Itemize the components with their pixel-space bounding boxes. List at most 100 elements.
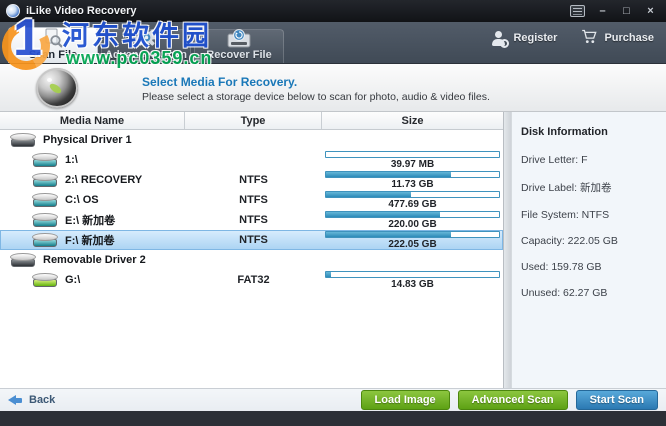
tab-scan-file[interactable]: Scan File: [8, 27, 98, 63]
usage-bar-fill: [326, 271, 332, 277]
tab-recover-file-label: Recover File: [206, 49, 272, 61]
drive-group-row[interactable]: Physical Driver 1: [0, 130, 503, 150]
media-name-cell: 1:\: [0, 153, 185, 167]
media-name-cell: E:\ 新加卷: [0, 212, 185, 228]
window-title: iLike Video Recovery: [26, 5, 137, 17]
size-cell: 39.97 MB: [322, 150, 503, 170]
banner-title: Select Media For Recovery.: [142, 75, 298, 89]
register-button[interactable]: Register: [492, 30, 557, 48]
type-cell: NTFS: [239, 214, 268, 226]
media-table-body: Physical Driver 1 1:\ 39.97 MB 2:\ RECOVERY…: [0, 130, 503, 290]
disk-information-title: Disk Information: [521, 126, 608, 138]
disk-info-item: Capacity: 222.05 GB: [521, 235, 618, 247]
usage-bar: [325, 170, 500, 178]
disk-icon: [32, 273, 58, 287]
person-icon: [492, 30, 510, 48]
size-cell: 11.73 GB: [322, 170, 503, 190]
load-image-button[interactable]: Load Image: [360, 390, 450, 410]
type-cell: NTFS: [239, 174, 268, 186]
disk-info-item: File System: NTFS: [521, 209, 610, 221]
volume-row[interactable]: G:\ FAT32 14.83 GB: [0, 270, 503, 290]
advanced-scan-button[interactable]: Advanced Scan: [457, 390, 568, 410]
close-button[interactable]: ×: [647, 5, 654, 17]
purchase-button[interactable]: Purchase: [581, 29, 654, 47]
media-table-header: Media Name Type Size: [0, 112, 503, 130]
disk-icon: [32, 213, 58, 227]
camera-lens-icon: [36, 68, 78, 108]
disk-icon: [10, 253, 36, 267]
minimize-button[interactable]: –: [599, 5, 606, 17]
usage-bar-fill: [326, 171, 451, 177]
size-label: 222.05 GB: [388, 238, 437, 250]
footer-bar: Back Load Image Advanced Scan Start Scan: [0, 388, 666, 411]
media-name-label: G:\: [65, 274, 81, 286]
footer-buttons: Load Image Advanced Scan Start Scan: [360, 390, 658, 410]
tab-advanced-scan[interactable]: Advanced Scan: [101, 27, 191, 63]
volume-row[interactable]: 1:\ 39.97 MB: [0, 150, 503, 170]
drive-group-row[interactable]: Removable Driver 2: [0, 250, 503, 270]
disk-icon: [32, 233, 58, 247]
toolbar: Scan File: [0, 22, 666, 64]
tab-scan-file-label: Scan File: [28, 49, 78, 61]
maximize-button[interactable]: □: [623, 5, 630, 17]
volume-row[interactable]: E:\ 新加卷 NTFS 220.00 GB: [0, 210, 503, 230]
media-name-cell: F:\ 新加卷: [0, 232, 185, 248]
media-name-label: E:\ 新加卷: [65, 215, 116, 227]
person-badge-icon: [500, 38, 510, 48]
media-name-label: 1:\: [65, 154, 78, 166]
media-name-cell: G:\: [0, 273, 185, 287]
size-label: 14.83 GB: [391, 278, 434, 290]
tab-recover-file[interactable]: Recover File: [194, 29, 284, 63]
usage-bar-fill: [326, 231, 451, 237]
volume-row[interactable]: 2:\ RECOVERY NTFS 11.73 GB: [0, 170, 503, 190]
volume-row[interactable]: C:\ OS NTFS 477.69 GB: [0, 190, 503, 210]
disk-icon: [32, 173, 58, 187]
usage-bar: [325, 190, 500, 198]
disk-info-item: Unused: 62.27 GB: [521, 287, 608, 299]
size-cell: 14.83 GB: [322, 270, 503, 290]
purchase-label: Purchase: [604, 32, 654, 44]
usage-bar-fill: [326, 191, 411, 197]
instruction-banner: Select Media For Recovery. Please select…: [0, 64, 666, 112]
tab-advanced-scan-label: Advanced Scan: [105, 49, 187, 61]
toolbar-tabs: Scan File: [8, 22, 284, 63]
scrollbar-track[interactable]: [503, 112, 511, 388]
banner-subtitle: Please select a storage device below to …: [142, 91, 490, 103]
type-cell: NTFS: [239, 234, 268, 246]
size-cell: 477.69 GB: [322, 190, 503, 210]
column-header-type[interactable]: Type: [185, 112, 322, 129]
media-name-cell: Removable Driver 2: [0, 253, 185, 267]
media-name-label: Physical Driver 1: [43, 134, 132, 146]
column-header-size[interactable]: Size: [401, 114, 424, 127]
app-icon: [6, 4, 20, 18]
media-table: Media Name Type Size Physical Driver 1 1:…: [0, 112, 503, 388]
type-cell: FAT32: [237, 274, 270, 286]
type-cell: NTFS: [239, 194, 268, 206]
disk-icon: [32, 193, 58, 207]
column-header-media-name[interactable]: Media Name: [0, 112, 185, 129]
toolbar-actions: Register Purchase: [492, 29, 666, 48]
start-scan-button[interactable]: Start Scan: [575, 390, 658, 410]
bottom-strip: [0, 411, 666, 426]
window-menu-icon[interactable]: [570, 5, 585, 17]
disk-info-item: Drive Label: 新加卷: [521, 182, 612, 194]
media-name-label: F:\ 新加卷: [65, 235, 115, 247]
usage-bar-fill: [326, 211, 441, 217]
volume-row[interactable]: F:\ 新加卷 NTFS 222.05 GB: [0, 230, 503, 250]
usage-bar: [325, 270, 500, 278]
back-button[interactable]: Back: [8, 394, 55, 406]
window-controls: – □ ×: [570, 4, 662, 18]
scan-file-icon: [43, 28, 63, 48]
usage-bar: [325, 150, 500, 158]
back-label: Back: [29, 394, 56, 406]
disk-icon: [10, 133, 36, 147]
media-name-cell: C:\ OS: [0, 193, 185, 207]
back-arrow-icon: [8, 394, 23, 406]
media-name-label: C:\ OS: [65, 194, 99, 206]
size-label: 39.97 MB: [390, 158, 435, 170]
size-label: 220.00 GB: [388, 218, 437, 230]
title-bar: iLike Video Recovery – □ ×: [0, 0, 666, 22]
disk-information-panel: Disk Information Drive Letter: F Drive La…: [511, 112, 666, 388]
media-name-cell: 2:\ RECOVERY: [0, 173, 185, 187]
